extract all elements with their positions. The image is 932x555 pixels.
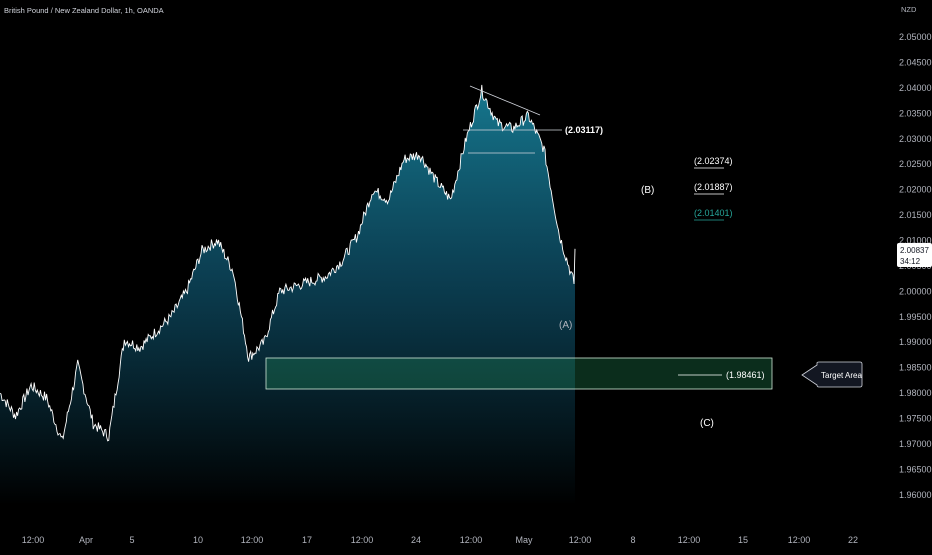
price-line [0, 84, 576, 442]
price-tick-label: 2.01000 [899, 236, 932, 246]
time-tick-label: 24 [411, 535, 421, 545]
time-tick-label: 12:00 [678, 535, 701, 545]
price-tick-label: 1.99000 [899, 337, 932, 347]
wave-b-label: (B) [641, 185, 654, 196]
price-tick-label: 2.00000 [899, 286, 932, 296]
time-tick-label: 10 [193, 535, 203, 545]
wave-a-label: (A) [559, 320, 572, 331]
price-tick-label: 2.02500 [899, 159, 932, 169]
price-tick-label: 2.04000 [899, 83, 932, 93]
price-tick-label: 2.01500 [899, 210, 932, 220]
price-tick-label: 1.96500 [899, 464, 932, 474]
current-price-value: 2.00837 [900, 246, 929, 255]
time-tick-label: May [515, 535, 533, 545]
time-tick-label: 17 [302, 535, 312, 545]
price-tick-label: 1.97000 [899, 439, 932, 449]
price-area-fill [0, 84, 575, 506]
time-axis[interactable]: 12:00 Apr 5 10 12:00 17 12:00 24 12:00 May 12:00 8 1… [22, 535, 858, 545]
price-tick-label: 1.96000 [899, 490, 932, 500]
time-tick-label: 12:00 [460, 535, 483, 545]
target-area-callout-text: Target Area [821, 371, 862, 380]
time-tick-label: 12:00 [241, 535, 264, 545]
time-tick-label: 12:00 [569, 535, 592, 545]
price-tick-label: 1.98000 [899, 388, 932, 398]
currency-label: NZD [901, 5, 917, 14]
time-tick-label: 15 [738, 535, 748, 545]
trendline[interactable] [469, 85, 541, 116]
price-tick-label: 1.99500 [899, 312, 932, 322]
current-price-badge [897, 243, 932, 267]
resistance-label: (2.03117) [565, 125, 603, 135]
time-tick-label: 5 [129, 535, 134, 545]
time-tick-label: Apr [79, 535, 93, 545]
price-tick-label: 2.05000 [899, 32, 932, 42]
time-tick-label: 12:00 [22, 535, 45, 545]
price-tick-label: 2.03000 [899, 134, 932, 144]
price-tick-label: 1.98500 [899, 363, 932, 373]
target-level-label: (1.98461) [726, 370, 765, 380]
target-zone-box[interactable] [265, 357, 773, 390]
price-tick-label: 1.97500 [899, 414, 932, 424]
time-tick-label: 22 [848, 535, 858, 545]
time-tick-label: 12:00 [788, 535, 811, 545]
wave-c-label: (C) [700, 418, 714, 429]
level-1-label: (2.02374) [694, 156, 733, 166]
symbol-title: British Pound / New Zealand Dollar, 1h, … [4, 6, 164, 15]
level-3-label: (2.01401) [694, 208, 733, 218]
price-tick-label: 2.03500 [899, 108, 932, 118]
time-tick-label: 12:00 [351, 535, 374, 545]
target-area-callout[interactable] [801, 361, 863, 388]
price-tick-label: 2.02000 [899, 185, 932, 195]
countdown-timer: 34:12 [900, 257, 921, 266]
time-tick-label: 8 [630, 535, 635, 545]
price-tick-label: 2.04500 [899, 58, 932, 68]
level-2-label: (2.01887) [694, 182, 733, 192]
